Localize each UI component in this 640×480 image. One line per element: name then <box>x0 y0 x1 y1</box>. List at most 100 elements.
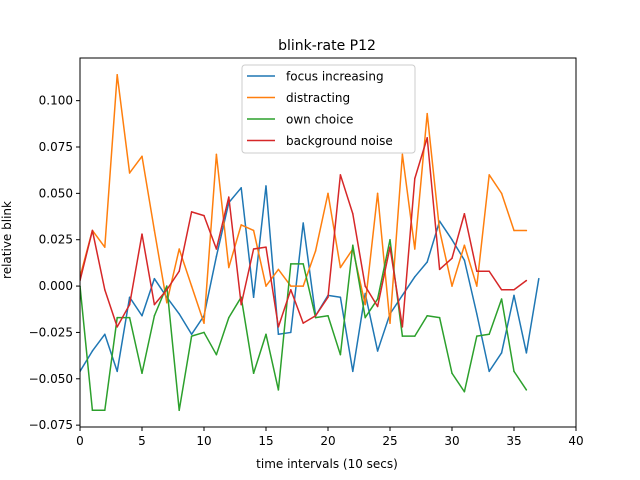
data-point <box>476 285 478 287</box>
y-axis-label: relative blink <box>0 201 14 279</box>
x-tick-label: 35 <box>506 434 521 448</box>
data-point <box>203 322 205 324</box>
data-point <box>451 285 453 287</box>
data-point <box>104 289 106 291</box>
legend-box <box>241 64 416 154</box>
data-point <box>376 298 379 300</box>
data-point <box>252 248 255 250</box>
data-point <box>228 316 230 319</box>
data-point <box>190 285 193 287</box>
y-tick-label: 0.100 <box>39 94 73 108</box>
y-tick-label: 0.050 <box>39 186 73 200</box>
data-point <box>364 316 366 319</box>
data-point <box>500 289 503 291</box>
data-point <box>401 153 404 156</box>
data-point <box>128 303 131 306</box>
data-point <box>277 333 280 336</box>
x-tick-label: 40 <box>568 434 583 448</box>
data-point <box>141 233 143 235</box>
data-point <box>339 353 342 356</box>
data-point <box>215 248 218 250</box>
data-point <box>426 136 428 139</box>
data-point <box>190 211 193 213</box>
data-point <box>178 313 180 315</box>
data-point <box>451 257 453 260</box>
data-point <box>389 238 391 241</box>
data-point <box>538 277 540 280</box>
data-point <box>203 214 205 217</box>
data-point <box>414 276 416 278</box>
data-point <box>389 246 391 248</box>
data-point <box>451 238 453 241</box>
data-point <box>500 192 503 195</box>
data-point <box>463 244 466 247</box>
data-point <box>314 250 317 252</box>
x-tick-label: 10 <box>196 434 211 448</box>
data-point <box>215 255 218 258</box>
data-point <box>265 185 267 187</box>
data-point <box>476 270 478 272</box>
data-point <box>302 322 304 324</box>
data-point <box>91 229 94 232</box>
data-point <box>426 261 428 263</box>
data-point <box>414 248 416 250</box>
data-point <box>376 350 379 352</box>
legend-label: background noise <box>286 134 393 148</box>
data-point <box>215 353 218 356</box>
data-point <box>252 229 255 232</box>
data-point <box>153 277 156 280</box>
data-point <box>314 316 317 319</box>
data-point <box>141 372 143 374</box>
data-point <box>476 313 478 315</box>
data-point <box>525 389 528 391</box>
data-point <box>414 335 416 337</box>
data-point <box>500 298 503 300</box>
data-point <box>488 270 490 272</box>
data-point <box>190 335 193 337</box>
data-point <box>116 370 118 373</box>
x-tick-label: 5 <box>138 434 146 448</box>
x-tick-label: 20 <box>320 434 335 448</box>
data-point <box>339 266 342 269</box>
data-point <box>91 350 94 352</box>
data-point <box>178 270 180 272</box>
data-point <box>128 316 131 319</box>
data-point <box>451 372 453 374</box>
y-tick-label: −0.075 <box>29 418 73 432</box>
data-point <box>228 196 230 198</box>
data-point <box>128 172 131 174</box>
data-point <box>364 292 366 295</box>
data-point <box>513 370 515 373</box>
data-point <box>116 316 118 319</box>
data-point <box>525 279 528 282</box>
series-4 <box>80 136 528 328</box>
data-point <box>252 296 255 298</box>
x-tick-label: 30 <box>444 434 459 448</box>
data-point <box>104 409 106 412</box>
data-point <box>314 314 317 317</box>
x-tick-label: 0 <box>76 434 84 448</box>
data-point <box>500 352 503 354</box>
data-point <box>339 174 342 176</box>
data-point <box>513 229 515 232</box>
y-tick-label: −0.025 <box>29 325 73 339</box>
data-point <box>277 326 280 328</box>
legend-label: focus increasing <box>286 70 384 84</box>
y-tick-label: 0.025 <box>39 233 73 247</box>
legend: focus increasing distracting own choice bac… <box>241 64 416 154</box>
data-point <box>488 333 490 336</box>
data-point <box>476 335 478 337</box>
data-point <box>438 268 441 271</box>
data-point <box>128 296 131 298</box>
data-point <box>203 331 205 334</box>
y-tick-label: −0.050 <box>29 372 73 386</box>
series-3 <box>80 238 528 412</box>
legend-label: distracting <box>286 91 350 105</box>
data-point <box>240 187 242 189</box>
x-tick-label: 15 <box>258 434 273 448</box>
data-point <box>488 370 490 373</box>
x-axis-label: time intervals (10 secs) <box>256 457 398 471</box>
data-point <box>389 322 391 324</box>
data-point <box>277 268 280 271</box>
